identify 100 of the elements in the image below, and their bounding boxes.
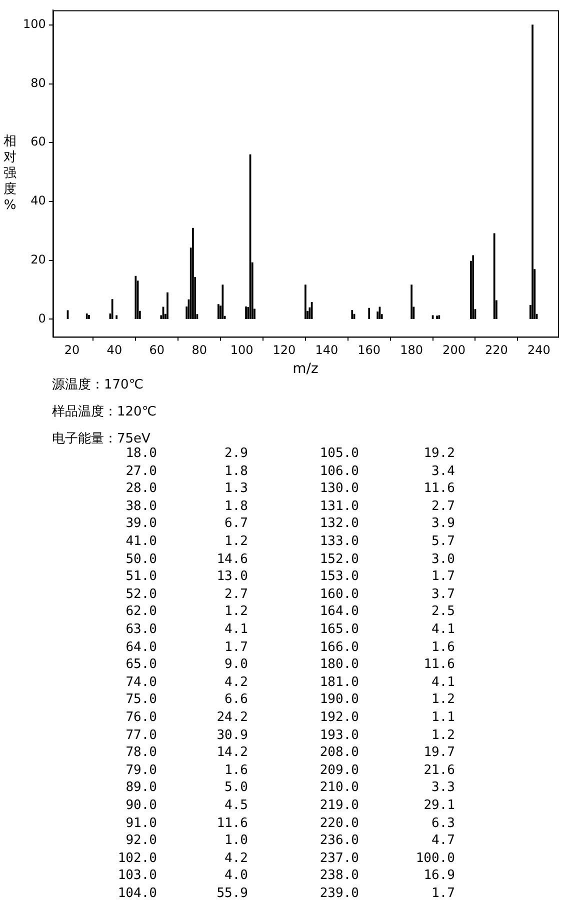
- text: 1.1: [432, 710, 455, 725]
- text: 1.0: [224, 833, 248, 848]
- text: 4.2: [224, 674, 248, 690]
- text: 4.0: [224, 868, 248, 884]
- text: 105.0: [320, 446, 359, 461]
- text: 30.9: [216, 728, 248, 743]
- x-axis-title: m/z: [292, 361, 318, 378]
- text: 4.1: [432, 674, 455, 690]
- text: 11.6: [216, 816, 248, 831]
- text: 50.0: [126, 552, 157, 567]
- text: 11.6: [424, 657, 455, 672]
- text: 21.6: [424, 762, 455, 778]
- text: 3.4: [432, 464, 455, 479]
- text: 5.7: [432, 534, 455, 549]
- x-tick-label: 100: [230, 343, 254, 358]
- x-tick-label: 200: [442, 343, 466, 358]
- text: 1.6: [224, 762, 248, 778]
- x-tick-label: 80: [192, 343, 207, 358]
- text: 14.2: [216, 745, 248, 760]
- x-tick-label: 20: [64, 343, 80, 358]
- text: 2.9: [224, 446, 248, 461]
- y-tick-label: 60: [30, 134, 46, 149]
- text: 39.0: [126, 516, 157, 532]
- text: 103.0: [118, 868, 157, 884]
- text: 6.6: [224, 692, 248, 708]
- text: 180.0: [320, 657, 359, 672]
- x-tick-label: 140: [315, 343, 338, 358]
- text: 78.0: [126, 745, 157, 760]
- text: 1.3: [224, 481, 248, 496]
- text: 193.0: [320, 728, 359, 743]
- text: 209.0: [320, 762, 359, 778]
- text: 55.9: [216, 886, 248, 901]
- text: 65.0: [126, 657, 157, 672]
- text: 19.7: [424, 745, 455, 760]
- text: 63.0: [126, 622, 157, 637]
- y-tick-label: 20: [30, 252, 46, 266]
- text: 6.7: [224, 516, 248, 532]
- text: 3.9: [432, 516, 455, 532]
- text: 41.0: [126, 534, 157, 549]
- text: 79.0: [126, 762, 157, 778]
- text: 164.0: [320, 604, 359, 620]
- text: 100.0: [416, 850, 455, 866]
- text: 1.2: [432, 692, 455, 708]
- text: 9.0: [224, 657, 248, 672]
- text: 91.0: [126, 816, 157, 831]
- x-tick-label: 120: [272, 343, 296, 358]
- text: 165.0: [320, 622, 359, 637]
- text: 2.7: [432, 498, 455, 514]
- text: 64.0: [126, 640, 157, 655]
- text: 153.0: [320, 569, 359, 584]
- text: 电子能量：75eV: [52, 431, 151, 446]
- text: 237.0: [320, 850, 359, 866]
- text: 133.0: [320, 534, 359, 549]
- text: 90.0: [126, 798, 157, 813]
- x-tick-label: 220: [485, 343, 508, 358]
- text: 76.0: [126, 710, 157, 725]
- text: 3.7: [432, 586, 455, 602]
- y-tick-label: 40: [30, 194, 46, 208]
- text: 27.0: [126, 464, 157, 479]
- text: 29.1: [424, 798, 455, 813]
- text: 13.0: [216, 569, 248, 584]
- text: 102.0: [118, 850, 157, 866]
- text: 75.0: [126, 692, 157, 708]
- text: 1.7: [432, 569, 455, 584]
- text: 106.0: [320, 464, 359, 479]
- x-tick-label: 60: [149, 343, 165, 358]
- text: 1.2: [224, 604, 248, 620]
- text: 4.1: [432, 622, 455, 637]
- text: 1.8: [224, 464, 248, 479]
- text: 208.0: [320, 745, 359, 760]
- text: 51.0: [126, 569, 157, 584]
- text: 89.0: [126, 780, 157, 796]
- text: 52.0: [126, 586, 157, 602]
- text: 1.8: [224, 498, 248, 514]
- text: 160.0: [320, 586, 359, 602]
- text: 104.0: [118, 886, 157, 901]
- text: 236.0: [320, 833, 359, 848]
- text: 11.6: [424, 481, 455, 496]
- text: 74.0: [126, 674, 157, 690]
- y-tick-label: 0: [38, 311, 46, 326]
- text: 2.5: [432, 604, 455, 620]
- text: 19.2: [424, 446, 455, 461]
- text: 样品温度：120℃: [52, 403, 156, 420]
- text: 210.0: [320, 780, 359, 796]
- text: 3.0: [432, 552, 455, 567]
- text: 2.7: [224, 586, 248, 602]
- text: 62.0: [126, 604, 157, 620]
- text: 1.2: [432, 728, 455, 743]
- text: 源温度：170℃: [52, 376, 144, 392]
- text: 181.0: [320, 674, 359, 690]
- text: 239.0: [320, 886, 359, 901]
- text: 16.9: [424, 868, 455, 884]
- text: 18.0: [126, 446, 157, 461]
- text: 1.2: [224, 534, 248, 549]
- text: 5.0: [224, 780, 248, 796]
- text: 4.2: [224, 850, 248, 866]
- text: 1.6: [432, 640, 455, 655]
- text: 238.0: [320, 868, 359, 884]
- x-tick-label: 40: [106, 343, 122, 358]
- text: 130.0: [320, 481, 359, 496]
